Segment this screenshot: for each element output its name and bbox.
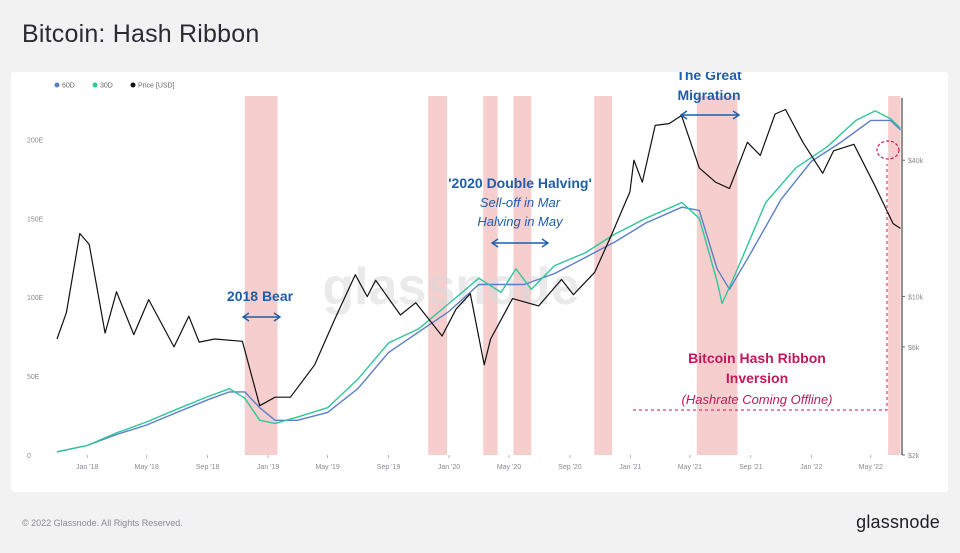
legend-marker xyxy=(130,82,136,88)
legend-label: 60D xyxy=(62,83,75,90)
annotation-halving-line2: Halving in May xyxy=(477,214,564,229)
annotation-halving-title: '2020 Double Halving' xyxy=(448,175,592,191)
shaded-period-1 xyxy=(244,96,278,455)
page-title: Bitcoin: Hash Ribbon xyxy=(22,20,260,48)
arrow-head-right xyxy=(732,110,741,120)
legend-label: Price [USD] xyxy=(138,83,175,90)
y-axis-right: $2k $6k $10k $40k xyxy=(901,98,924,460)
chart-annotations: 2018 Bear '2020 Double Halving' Sell-off i… xyxy=(227,72,900,411)
arrow-head-left xyxy=(679,110,688,120)
x-tick-label: Sep '21 xyxy=(739,464,763,471)
annotation-migration-line2: Migration xyxy=(678,87,741,103)
copyright-text: © 2022 Glassnode. All Rights Reserved. xyxy=(22,518,183,528)
x-tick-label: Sep '19 xyxy=(377,464,401,471)
y-right-tick-label: $10k xyxy=(908,295,924,302)
y-left-tick-label: 50E xyxy=(27,374,40,381)
x-tick-label: May '19 xyxy=(315,464,339,471)
y-right-tick-label: $6k xyxy=(908,345,920,352)
chart-watermark: glassnode xyxy=(322,258,579,316)
x-tick-label: Jan '22 xyxy=(800,464,822,471)
x-tick-label: Jan '21 xyxy=(619,464,641,471)
series-price-line xyxy=(56,108,901,407)
x-tick-label: Jan '20 xyxy=(438,464,460,471)
shaded-period-4 xyxy=(513,96,532,455)
shaded-period-5 xyxy=(594,96,613,455)
annotation-inversion-line1: Bitcoin Hash Ribbon xyxy=(688,350,826,366)
x-tick-label: Jan '19 xyxy=(257,464,279,471)
legend-marker xyxy=(54,82,60,88)
arrow-head-left xyxy=(241,312,250,322)
arrow-halving xyxy=(490,238,550,248)
y-left-tick-label: 0 xyxy=(27,453,31,460)
annotation-inversion-sub: (Hashrate Coming Offline) xyxy=(682,392,833,407)
x-tick-label: May '21 xyxy=(678,464,702,471)
hash-ribbon-chart: glassnode 0 50E 100E 150E 200E $2k $6k $10k $40… xyxy=(27,72,924,471)
y-right-tick-label: $40k xyxy=(908,158,924,165)
x-tick-label: May '18 xyxy=(135,464,159,471)
shaded-period-3 xyxy=(483,96,498,455)
annotation-halving-line1: Sell-off in Mar xyxy=(480,195,561,210)
chart-legend: 60D 30D Price [USD] xyxy=(54,82,175,90)
y-right-tick-label: $2k xyxy=(908,453,920,460)
x-tick-label: May '22 xyxy=(859,464,883,471)
inversion-highlight-circle xyxy=(876,140,900,160)
x-tick-label: Sep '20 xyxy=(558,464,582,471)
shaded-period-2 xyxy=(428,96,448,455)
arrow-migration xyxy=(679,110,741,120)
arrow-head-right xyxy=(541,238,550,248)
legend-marker xyxy=(92,82,98,88)
chart-card: glassnode 0 50E 100E 150E 200E $2k $6k $10k $40… xyxy=(11,72,948,492)
annotation-inversion-line2: Inversion xyxy=(726,370,788,386)
capitulation-bands xyxy=(244,96,901,455)
annotation-2018-bear: 2018 Bear xyxy=(227,288,294,304)
x-tick-label: May '20 xyxy=(497,464,521,471)
x-tick-label: Sep '18 xyxy=(196,464,220,471)
arrow-2018-bear xyxy=(241,312,282,322)
annotation-migration-line1: The Great xyxy=(676,72,742,83)
glassnode-logo[interactable]: glassnode xyxy=(856,512,940,532)
series-lines xyxy=(56,108,901,453)
inversion-leader-line xyxy=(633,164,888,411)
y-left-tick-label: 200E xyxy=(27,137,44,144)
x-axis: Jan '18 May '18 Sep '18 Jan '19 May '19 Sep '… xyxy=(76,455,883,471)
arrow-head-right xyxy=(273,312,282,322)
y-left-tick-label: 100E xyxy=(27,295,44,302)
shaded-period-6 xyxy=(696,96,738,455)
y-left-tick-label: 150E xyxy=(27,216,44,223)
x-tick-label: Jan '18 xyxy=(76,464,98,471)
y-axis-left: 0 50E 100E 150E 200E xyxy=(27,137,44,460)
shaded-period-7 xyxy=(888,96,901,455)
legend-label: 30D xyxy=(100,83,113,90)
series-30d-line xyxy=(56,110,901,453)
arrow-head-left xyxy=(490,238,499,248)
